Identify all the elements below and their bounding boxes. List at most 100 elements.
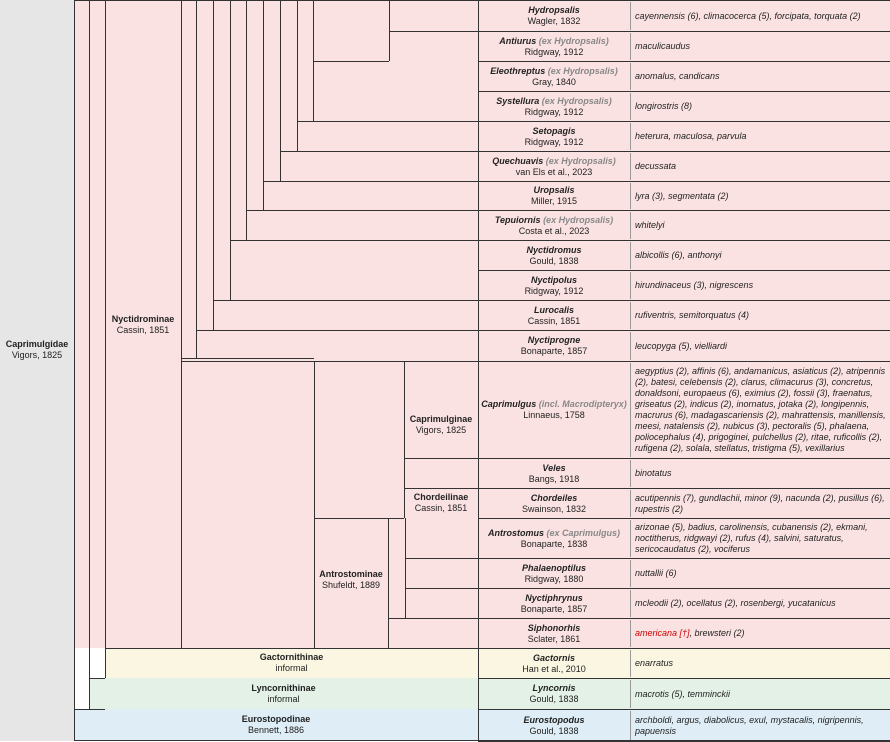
tree-line	[478, 361, 890, 362]
species-cell	[630, 242, 888, 269]
extinct-species: americana [†]	[635, 628, 690, 638]
genus-name: Antrostomus	[487, 527, 544, 538]
tree-line	[280, 0, 281, 181]
species-cell	[630, 2, 888, 30]
genus-author: Bonaparte, 1838	[520, 538, 588, 549]
genus-author: Han et al., 2010	[522, 663, 586, 674]
subfamily-author: Cassin, 1851	[414, 503, 468, 513]
subfamily-nyctidrominae: Nyctidrominae Cassin, 1851	[105, 305, 181, 345]
genus-cell: Nyctiphrynus Bonaparte, 1857	[479, 589, 629, 618]
species-cell	[630, 272, 888, 299]
genus-author: van Els et al., 2023	[515, 166, 593, 177]
species-cell	[630, 560, 888, 587]
tree-line	[196, 330, 478, 331]
subfamily-name: Chordeilinae	[413, 492, 469, 502]
tree-line	[280, 151, 478, 152]
genus-title: Quechuavis (ex Hydropsalis)	[492, 156, 616, 167]
genus-title: Caprimulgus (incl. Macrodipteryx)	[481, 399, 627, 410]
species-list: enarratus	[635, 649, 887, 678]
subfamily-author: Cassin, 1851	[116, 325, 170, 335]
species-text: mcleodii (2), ocellatus (2), rosenbergi,…	[635, 598, 836, 608]
species-cell	[630, 212, 888, 239]
tree-line	[478, 488, 890, 489]
species-cell	[630, 460, 888, 487]
subfamily-author: Vigors, 1825	[415, 425, 467, 435]
genus-title: Gactornis	[533, 653, 575, 664]
tree-line	[105, 0, 106, 678]
species-cell	[630, 620, 888, 647]
tree-line	[478, 678, 890, 679]
genus-cell: Antiurus (ex Hydropsalis) Ridgway, 1912	[479, 32, 629, 61]
subfamily-name: Antrostominae	[319, 569, 383, 579]
species-text: leucopyga (5), vielliardi	[635, 340, 728, 351]
genus-name: Nyctiprogne	[527, 335, 581, 345]
genus-name: Antiurus	[499, 35, 537, 46]
genus-author: Miller, 1915	[530, 196, 578, 206]
tree-line	[478, 330, 890, 331]
genus-name: Uropsalis	[533, 185, 575, 195]
tree-line	[478, 121, 890, 122]
genus-author: Linnaeus, 1758	[523, 410, 585, 420]
genus-author: Gray, 1840	[532, 76, 576, 87]
genus-title: Uropsalis	[533, 185, 574, 196]
family-panel	[0, 0, 74, 741]
species-text: enarratus	[635, 658, 674, 668]
tree-line	[213, 0, 214, 330]
genus-title: Lurocalis	[534, 305, 574, 316]
genus-name: Quechuavis	[492, 155, 544, 166]
tree-line	[263, 181, 478, 182]
tree-line	[89, 678, 105, 679]
tree-line	[230, 0, 231, 300]
genus-cell: Phalaenoptilus Ridgway, 1880	[479, 559, 629, 588]
tree-line	[388, 518, 389, 648]
species-cell	[630, 680, 888, 708]
species-text: rufiventris, semitorquatus (4)	[635, 310, 750, 320]
tree-line	[478, 31, 890, 32]
species-list: leucopyga (5), vielliardi	[635, 331, 887, 361]
genus-name: Eurostopodus	[523, 714, 585, 725]
genus-title: Nyctidromus	[526, 245, 581, 256]
subfamily-name: Eurostopodinae	[241, 714, 311, 724]
species-list: rufiventris, semitorquatus (4)	[635, 301, 887, 330]
genus-note: (ex Hydropsalis)	[536, 35, 609, 46]
subfamily-author: Shufeldt, 1889	[321, 580, 381, 590]
genus-author: Gould, 1838	[529, 725, 579, 736]
species-text: nuttallii (6)	[635, 568, 677, 578]
genus-cell: Nyctiprogne Bonaparte, 1857	[479, 331, 629, 361]
genus-cell: Caprimulgus (incl. Macrodipteryx) Linnaeu…	[479, 362, 629, 458]
genus-cell: Nyctidromus Gould, 1838	[479, 241, 629, 270]
species-list: heterura, maculosa, parvula	[635, 122, 887, 151]
subfamily-name: Nyctidrominae	[111, 314, 175, 324]
subfamily-gactornithinae: Gactornithinae informal	[105, 650, 478, 676]
species-text: arizonae (5), badius, carolinensis, cuba…	[635, 522, 868, 554]
genus-title: Nyctipolus	[531, 275, 577, 286]
tree-line	[478, 300, 890, 301]
genus-title: Antrostomus (ex Caprimulgus)	[488, 528, 620, 539]
tree-line	[478, 458, 890, 459]
species-list: anomalus, candicans	[635, 62, 887, 91]
tree-line	[404, 488, 478, 489]
tree-line	[478, 709, 890, 710]
genus-title: Chordeiles	[531, 493, 578, 504]
genus-note: (ex Hydropsalis)	[540, 214, 614, 225]
genus-title: Eleothreptus (ex Hydropsalis)	[490, 66, 618, 77]
tree-line	[478, 518, 890, 519]
species-cell	[630, 33, 888, 60]
tree-line	[405, 588, 478, 589]
tree-line	[389, 31, 478, 32]
tree-line	[314, 518, 404, 519]
genus-cell: Quechuavis (ex Hydropsalis) van Els et al…	[479, 152, 629, 181]
genus-name: Tepuiornis	[494, 214, 541, 225]
species-list: aegyptius (2), affinis (6), andamanicus,…	[635, 362, 887, 458]
genus-title: Lyncornis	[532, 683, 575, 694]
genus-name: Nyctiphrynus	[525, 592, 583, 603]
species-cell	[630, 490, 888, 517]
tree-line	[405, 558, 478, 559]
genus-author: Sclater, 1861	[527, 633, 581, 644]
genus-title: Phalaenoptilus	[522, 563, 586, 574]
tree-line	[405, 518, 406, 618]
tree-line	[230, 240, 478, 241]
subfamily-author: informal	[267, 693, 300, 704]
genus-author: Costa et al., 2023	[518, 225, 590, 236]
